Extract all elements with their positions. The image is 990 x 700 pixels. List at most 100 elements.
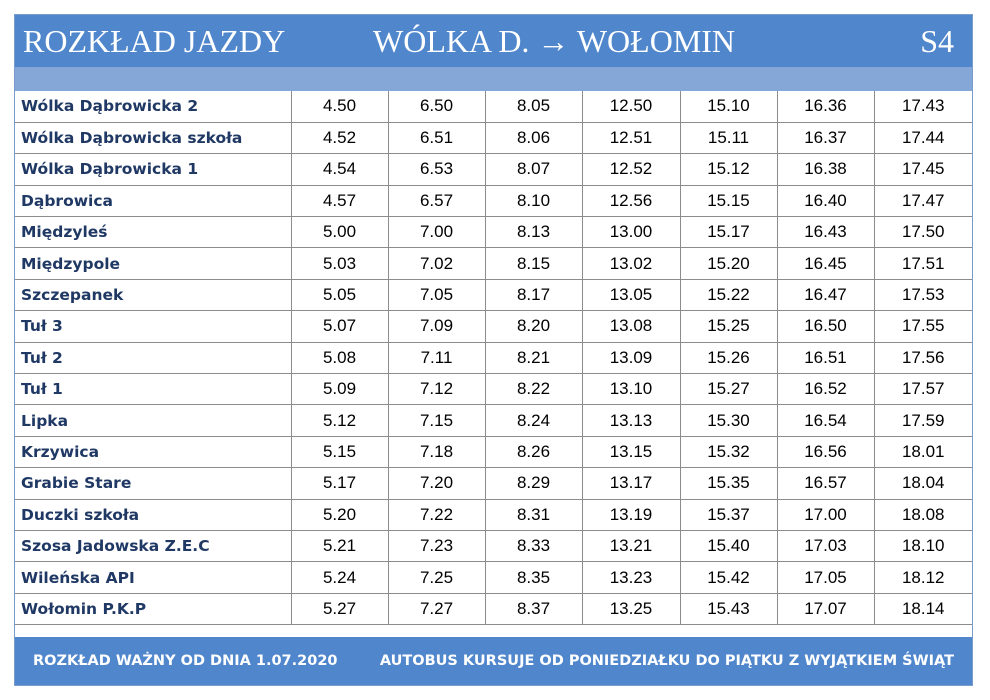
departure-time: 5.00 [290, 216, 389, 249]
departure-time: 13.17 [581, 467, 681, 500]
departure-time: 7.15 [387, 404, 486, 437]
departure-time: 15.40 [679, 529, 778, 563]
departure-time: 18.04 [873, 467, 972, 500]
departure-time: 8.15 [484, 247, 583, 280]
departure-time: 5.17 [290, 467, 389, 500]
table-row: Szczepanek 5.05 7.05 8.17 13.05 15.22 16.47 17.… [15, 278, 972, 312]
departure-time: 7.02 [387, 247, 486, 280]
departure-time: 13.08 [581, 310, 681, 343]
departure-time: 5.27 [290, 592, 389, 626]
departure-time: 5.21 [290, 529, 389, 563]
departure-time: 8.33 [484, 529, 583, 563]
departure-time: 15.37 [679, 498, 778, 531]
departure-time: 8.20 [484, 310, 583, 343]
departure-time: 6.51 [387, 121, 486, 155]
departure-time: 18.14 [873, 592, 972, 626]
departure-time: 17.51 [873, 247, 972, 280]
departure-time: 17.07 [776, 592, 875, 626]
departure-time: 16.50 [776, 310, 875, 343]
departure-time: 13.05 [581, 278, 681, 312]
table-row: Wólka Dąbrowicka 1 4.54 6.53 8.07 12.52 15.12… [15, 153, 972, 186]
departure-time: 7.05 [387, 278, 486, 312]
departure-time: 6.53 [387, 153, 486, 186]
departure-time: 13.02 [581, 247, 681, 280]
departure-time: 17.43 [873, 91, 972, 123]
departure-time: 17.50 [873, 216, 972, 249]
departure-time: 15.30 [679, 404, 778, 437]
departure-time: 7.00 [387, 216, 486, 249]
departure-time: 6.50 [387, 91, 486, 123]
departure-time: 8.21 [484, 341, 583, 375]
departure-time: 5.20 [290, 498, 389, 531]
stop-name: Wólka Dąbrowicka 2 [15, 91, 292, 123]
departure-time: 5.12 [290, 404, 389, 437]
departure-time: 7.20 [387, 467, 486, 500]
stop-name: Szosa Jadowska Z.E.C [15, 529, 292, 563]
departure-time: 15.11 [679, 121, 778, 155]
departure-time: 5.05 [290, 278, 389, 312]
departure-time: 16.54 [776, 404, 875, 437]
departure-time: 4.50 [290, 91, 389, 123]
departure-time: 15.10 [679, 91, 778, 123]
departure-time: 5.15 [290, 435, 389, 469]
departure-time: 13.10 [581, 373, 681, 406]
departure-time: 17.55 [873, 310, 972, 343]
table-row: Tuł 1 5.09 7.12 8.22 13.10 15.27 16.52 17.57 [15, 373, 972, 406]
departure-time: 17.45 [873, 153, 972, 186]
departure-time: 16.37 [776, 121, 875, 155]
table-row: Międzyleś 5.00 7.00 8.13 13.00 15.17 16.43 17.5… [15, 216, 972, 249]
departure-time: 16.38 [776, 153, 875, 186]
departure-time: 18.01 [873, 435, 972, 469]
departure-time: 18.12 [873, 561, 972, 594]
departure-time: 8.37 [484, 592, 583, 626]
valid-from-note: ROZKŁAD WAŻNY OD DNIA 1.07.2020 [33, 653, 338, 669]
departure-time: 17.47 [873, 184, 972, 218]
stop-name: Wólka Dąbrowicka szkoła [15, 121, 292, 155]
departure-time: 8.29 [484, 467, 583, 500]
departure-time: 17.05 [776, 561, 875, 594]
departure-time: 17.59 [873, 404, 972, 437]
departure-time: 13.23 [581, 561, 681, 594]
departure-time: 12.52 [581, 153, 681, 186]
departure-time: 8.13 [484, 216, 583, 249]
timetable-title: ROZKŁAD JAZDY [23, 23, 286, 59]
stop-name: Międzyleś [15, 216, 292, 249]
departure-time: 12.50 [581, 91, 681, 123]
departure-time: 8.35 [484, 561, 583, 594]
departure-time: 5.24 [290, 561, 389, 594]
timetable-header: ROZKŁAD JAZDY WÓLKA D. → WOŁOMIN S4 [15, 15, 972, 67]
departure-time: 16.52 [776, 373, 875, 406]
departure-time: 6.57 [387, 184, 486, 218]
departure-time: 12.56 [581, 184, 681, 218]
departure-time: 4.54 [290, 153, 389, 186]
departure-time: 15.25 [679, 310, 778, 343]
stop-name: Tuł 3 [15, 310, 292, 343]
departure-time: 7.18 [387, 435, 486, 469]
departure-time: 15.22 [679, 278, 778, 312]
departure-time: 8.17 [484, 278, 583, 312]
departure-time: 16.43 [776, 216, 875, 249]
stop-name: Wileńska API [15, 561, 292, 594]
departure-time: 13.15 [581, 435, 681, 469]
table-row: Dąbrowica 4.57 6.57 8.10 12.56 15.15 16.40 17.4… [15, 184, 972, 218]
departure-time: 16.45 [776, 247, 875, 280]
departure-time: 7.12 [387, 373, 486, 406]
departure-time: 15.32 [679, 435, 778, 469]
timetable-grid: Wólka Dąbrowicka 2 4.50 6.50 8.05 12.50 15.10… [15, 91, 972, 626]
departure-time: 7.11 [387, 341, 486, 375]
timetable-footer: ROZKŁAD WAŻNY OD DNIA 1.07.2020 AUTOBUS … [15, 637, 972, 685]
departure-time: 5.07 [290, 310, 389, 343]
table-row: Tuł 2 5.08 7.11 8.21 13.09 15.26 16.51 17.56 [15, 341, 972, 375]
departure-time: 16.47 [776, 278, 875, 312]
departure-time: 13.25 [581, 592, 681, 626]
stop-name: Krzywica [15, 435, 292, 469]
table-row: Szosa Jadowska Z.E.C 5.21 7.23 8.33 13.21 15.… [15, 529, 972, 563]
table-row: Lipka 5.12 7.15 8.24 13.13 15.30 16.54 17.59 [15, 404, 972, 437]
stop-name: Tuł 2 [15, 341, 292, 375]
departure-time: 13.21 [581, 529, 681, 563]
departure-time: 18.08 [873, 498, 972, 531]
departure-time: 7.22 [387, 498, 486, 531]
departure-time: 15.27 [679, 373, 778, 406]
departure-time: 15.35 [679, 467, 778, 500]
departure-time: 8.31 [484, 498, 583, 531]
